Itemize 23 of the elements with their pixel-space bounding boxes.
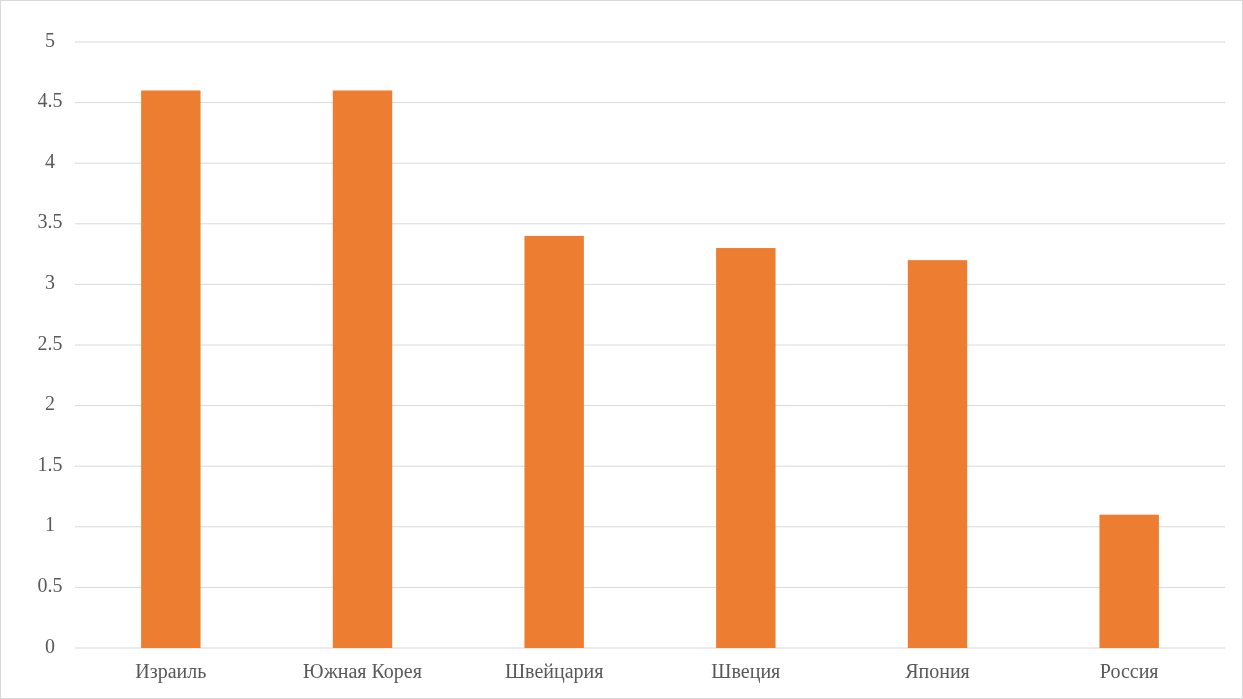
y-tick-label: 4 xyxy=(45,149,55,172)
x-tick-label: Япония xyxy=(905,660,970,682)
bar xyxy=(1099,514,1159,648)
y-tick-label: 1 xyxy=(45,513,55,536)
y-tick-label: 3.5 xyxy=(37,210,63,233)
y-tick-label: 4.5 xyxy=(37,89,63,112)
bar xyxy=(716,248,776,648)
x-tick-label: Швеция xyxy=(711,660,781,683)
bar xyxy=(332,90,393,648)
x-tick-label: Израиль xyxy=(135,660,207,683)
y-tick-label: 0 xyxy=(45,634,55,657)
bar xyxy=(907,260,968,648)
x-tick-label: Южная Корея xyxy=(303,660,422,683)
y-tick-label: 2 xyxy=(45,392,55,415)
y-tick-label: 2.5 xyxy=(37,331,63,354)
x-tick-label: Россия xyxy=(1099,660,1159,682)
bar xyxy=(524,235,584,648)
y-tick-label: 5 xyxy=(45,28,55,51)
y-tick-label: 1.5 xyxy=(37,452,63,475)
y-tick-label: 3 xyxy=(45,270,55,293)
y-tick-label: 0.5 xyxy=(37,573,63,596)
bar xyxy=(141,90,201,648)
x-tick-label: Швейцария xyxy=(504,660,604,683)
